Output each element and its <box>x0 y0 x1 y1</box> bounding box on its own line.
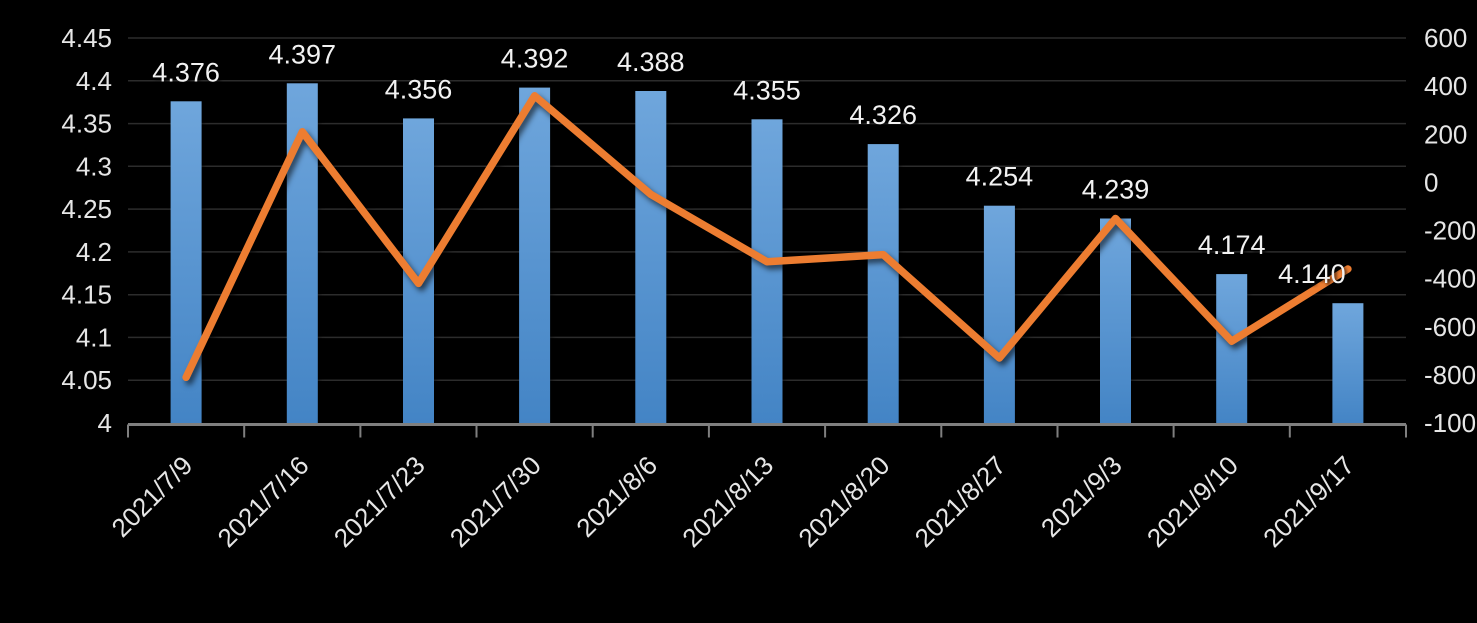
bar-value-label: 4.376 <box>152 57 220 87</box>
bar-value-label: 4.392 <box>501 44 569 74</box>
bar <box>751 119 783 425</box>
x-axis-labels-group: 2021/7/9 2021/7/16 2021/7/23 2021/7/30 2021/… <box>106 450 1361 553</box>
bar-value-label: 4.388 <box>617 47 685 77</box>
y-axis-right-tick-label: 200 <box>1424 119 1467 149</box>
x-axis-label: 2021/8/13 <box>676 450 779 553</box>
bar <box>867 144 899 425</box>
chart-canvas: 4.45 4.4 4.35 4.3 4.25 4.2 4.15 4.1 4.05 4 600 400 2… <box>61 23 1477 553</box>
bar-value-label: 4.326 <box>849 100 917 130</box>
y-axis-right-tick-label: -400 <box>1424 264 1476 294</box>
x-axis-label: 2021/8/20 <box>792 450 895 553</box>
combo-bar-line-chart: 4.45 4.4 4.35 4.3 4.25 4.2 4.15 4.1 4.05 4 600 400 2… <box>40 16 1477 607</box>
bar-value-label: 4.254 <box>966 162 1034 192</box>
y-axis-right-tick-label: 600 <box>1424 23 1467 53</box>
y-axis-left-tick-label: 4.15 <box>61 280 112 310</box>
bar <box>1332 303 1364 425</box>
bar-value-label: 4.355 <box>733 75 801 105</box>
x-axis-group <box>127 423 1407 438</box>
bar <box>983 205 1015 425</box>
y-axis-left-tick-label: 4.25 <box>61 194 112 224</box>
bar <box>635 91 667 425</box>
y-axis-left-tick-label: 4.05 <box>61 365 112 395</box>
y-axis-right: 600 400 200 0 -200 -400 -600 -800 -1000 <box>1424 23 1477 438</box>
x-axis-label: 2021/8/27 <box>909 450 1012 553</box>
x-axis-label: 2021/7/30 <box>444 450 547 553</box>
x-axis-label: 2021/9/3 <box>1035 450 1128 543</box>
y-axis-right-tick-label: -600 <box>1424 312 1476 342</box>
bar-labels-group: 4.376 4.397 4.356 4.392 4.388 4.355 4.326 4.254… <box>152 39 1345 289</box>
bar-value-label: 4.174 <box>1198 230 1266 260</box>
y-axis-right-tick-label: -800 <box>1424 360 1476 390</box>
y-axis-left-tick-label: 4.35 <box>61 109 112 139</box>
y-axis-left-tick-label: 4.4 <box>76 66 112 96</box>
bar <box>519 87 551 425</box>
y-axis-right-tick-label: -1000 <box>1424 408 1477 438</box>
bar-value-label: 4.356 <box>385 74 453 104</box>
y-axis-left-tick-label: 4 <box>98 408 112 438</box>
x-axis-label: 2021/9/17 <box>1257 450 1360 553</box>
y-axis-left-tick-label: 4.3 <box>76 151 112 181</box>
x-axis-label: 2021/7/9 <box>106 450 199 543</box>
x-axis-label: 2021/7/16 <box>212 450 315 553</box>
bar <box>1216 274 1248 425</box>
y-axis-left-tick-label: 4.45 <box>61 23 112 53</box>
x-axis-label: 2021/8/6 <box>570 450 663 543</box>
x-axis-label: 2021/9/10 <box>1141 450 1244 553</box>
y-axis-right-tick-label: 400 <box>1424 71 1467 101</box>
line-series <box>182 92 1352 382</box>
bar-series-group <box>170 83 1364 425</box>
y-axis-left-tick-label: 4.2 <box>76 237 112 267</box>
y-axis-left: 4.45 4.4 4.35 4.3 4.25 4.2 4.15 4.1 4.05 4 <box>61 23 112 438</box>
bar <box>1100 218 1131 425</box>
bar-value-label: 4.397 <box>269 39 337 69</box>
bar-value-label: 4.140 <box>1278 259 1346 289</box>
y-axis-right-tick-label: -200 <box>1424 216 1476 246</box>
y-axis-right-tick-label: 0 <box>1424 167 1438 197</box>
x-axis-label: 2021/7/23 <box>328 450 431 553</box>
bar-value-label: 4.239 <box>1082 175 1150 205</box>
y-axis-left-tick-label: 4.1 <box>76 322 112 352</box>
